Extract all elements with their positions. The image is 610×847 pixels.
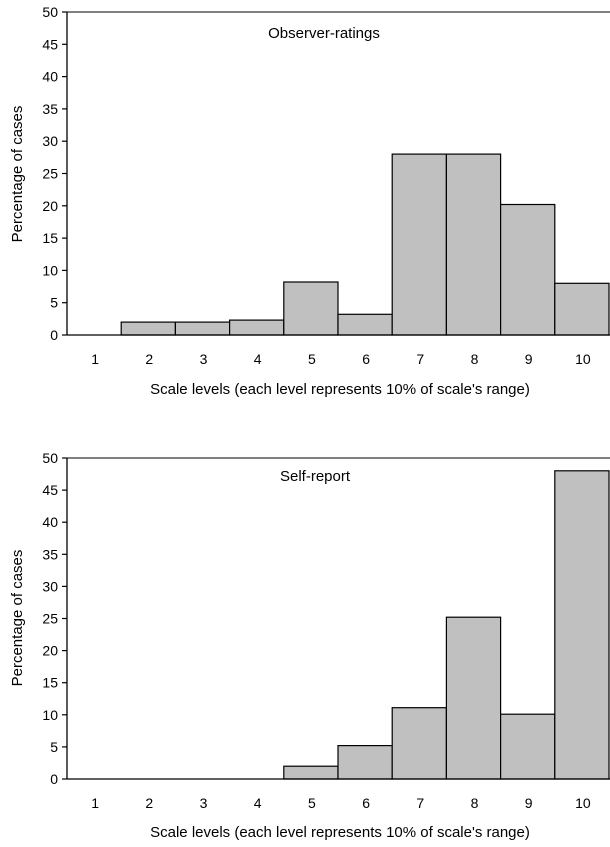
- x-axis-label: Scale levels (each level represents 10% …: [150, 381, 530, 398]
- bar-level-5: [283, 281, 339, 336]
- x-tick-label: 8: [471, 351, 479, 367]
- x-tick-label: 7: [416, 351, 424, 367]
- y-tick-label: 25: [42, 611, 58, 627]
- x-tick-label: 5: [308, 351, 316, 367]
- x-tick-label: 6: [362, 351, 370, 367]
- x-tick-label: 2: [145, 351, 153, 367]
- x-tick-label: 9: [525, 351, 533, 367]
- y-tick-label: 40: [42, 69, 58, 85]
- bar-level-10: [554, 282, 610, 336]
- y-tick-label: 35: [42, 101, 58, 117]
- y-tick-label: 35: [42, 546, 58, 562]
- y-tick-label: 50: [42, 4, 58, 20]
- bar-level-7: [391, 153, 448, 336]
- x-tick-label: 7: [416, 795, 424, 811]
- y-tick-label: 25: [42, 166, 58, 182]
- y-tick-label: 5: [50, 739, 58, 755]
- observer-ratings-chart: Observer-ratings Scale levels (each leve…: [9, 4, 610, 398]
- y-tick-label: 30: [42, 133, 58, 149]
- y-tick-label: 50: [42, 450, 58, 466]
- bar-level-9: [500, 713, 556, 780]
- bar-level-4: [229, 319, 285, 336]
- bar-level-8: [445, 153, 502, 336]
- x-tick-label: 10: [575, 795, 591, 811]
- y-tick-label: 15: [42, 230, 58, 246]
- bar-level-6: [337, 744, 393, 780]
- y-axis-label: Percentage of cases: [9, 106, 26, 243]
- y-tick-label: 30: [42, 578, 58, 594]
- bar-level-5: [283, 765, 339, 780]
- x-tick-label: 5: [308, 795, 316, 811]
- x-tick-label: 3: [200, 795, 208, 811]
- y-tick-label: 0: [50, 327, 58, 343]
- x-tick-label: 10: [575, 351, 591, 367]
- x-axis-label: Scale levels (each level represents 10% …: [150, 824, 530, 841]
- x-tick-label: 4: [254, 351, 262, 367]
- y-tick-label: 45: [42, 482, 58, 498]
- bar-level-8: [445, 616, 502, 780]
- y-tick-label: 20: [42, 643, 58, 659]
- x-tick-label: 9: [525, 795, 533, 811]
- x-tick-label: 1: [91, 351, 99, 367]
- x-tick-label: 2: [145, 795, 153, 811]
- chart-title: Self-report: [280, 468, 351, 485]
- bar-level-6: [337, 313, 393, 336]
- y-tick-label: 0: [50, 771, 58, 787]
- chart-title: Observer-ratings: [268, 25, 380, 42]
- bar-level-2: [120, 321, 176, 336]
- self-report-chart: Self-report Scale levels (each level rep…: [9, 450, 610, 841]
- x-tick-label: 1: [91, 795, 99, 811]
- bar-level-3: [174, 321, 231, 336]
- y-tick-label: 45: [42, 36, 58, 52]
- y-tick-label: 10: [42, 707, 58, 723]
- bar-level-10: [554, 470, 610, 780]
- y-axis-label: Percentage of cases: [9, 550, 26, 687]
- x-tick-label: 8: [471, 795, 479, 811]
- x-tick-label: 3: [200, 351, 208, 367]
- y-tick-label: 40: [42, 514, 58, 530]
- y-tick-label: 10: [42, 262, 58, 278]
- x-tick-label: 6: [362, 795, 370, 811]
- bar-level-9: [500, 203, 556, 336]
- bar-level-7: [391, 707, 448, 780]
- x-tick-label: 4: [254, 795, 262, 811]
- y-tick-label: 20: [42, 198, 58, 214]
- y-tick-label: 15: [42, 675, 58, 691]
- y-tick-label: 5: [50, 295, 58, 311]
